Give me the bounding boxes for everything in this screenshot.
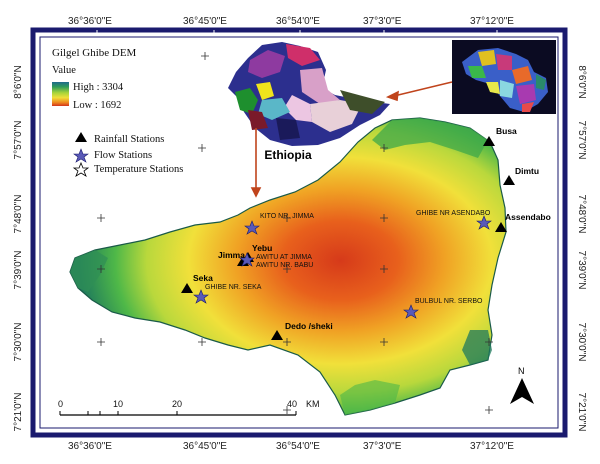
- scale-tick-40: 40: [287, 399, 297, 409]
- flow-marker-bulbul: [403, 304, 419, 319]
- svg-text:7°57'0"N: 7°57'0"N: [13, 121, 24, 160]
- legend-title: Gilgel Ghibe DEM: [52, 47, 137, 59]
- dem-highland-southwest: [340, 380, 400, 415]
- svg-text:7°39'0"N: 7°39'0"N: [13, 251, 24, 290]
- flow-marker-awitu-jimma: [239, 252, 255, 267]
- north-label: N: [518, 366, 525, 376]
- scale-tick-0: 0: [58, 399, 63, 409]
- legend-low: Low : 1692: [73, 100, 121, 111]
- legend-temperature: Temperature Stations: [94, 164, 183, 175]
- africa-inset-map: [452, 40, 556, 114]
- coords-top: 36°36'0"E 36°45'0"E 36°54'0"E 37°3'0"E 3…: [68, 16, 514, 27]
- legend-value-label: Value: [52, 65, 76, 76]
- flow-marker-kito: [244, 220, 260, 235]
- flow-station-icon: [73, 148, 89, 163]
- station-marker-assendabo: [495, 222, 507, 232]
- flow-stations: [193, 215, 492, 319]
- scale-tick-10: 10: [113, 399, 123, 409]
- station-label-yebu: Yebu: [252, 243, 272, 253]
- scale-tick-20: 20: [172, 399, 182, 409]
- svg-text:36°54'0"E: 36°54'0"E: [276, 16, 320, 27]
- svg-text:7°48'0"N: 7°48'0"N: [13, 195, 24, 234]
- frame-ticks: [96, 30, 498, 35]
- svg-text:7°30'0"N: 7°30'0"N: [576, 323, 587, 362]
- svg-text:7°39'0"N: 7°39'0"N: [576, 251, 587, 290]
- flow-station-labels: KITO NR. JIMMA GHIBE NR ASENDABO AWITU A…: [205, 210, 491, 305]
- svg-text:8°6'0"N: 8°6'0"N: [13, 65, 24, 98]
- station-marker-busa: [483, 136, 495, 146]
- station-label-seka: Seka: [193, 273, 213, 283]
- coords-bottom: 36°36'0"E 36°45'0"E 36°54'0"E 37°3'0"E 3…: [68, 441, 514, 452]
- rainfall-station-icon: [75, 132, 87, 142]
- dem-highland-southeast: [462, 330, 492, 365]
- station-label-dimtu: Dimtu: [515, 166, 539, 176]
- station-label-assendabo: Assendabo: [505, 212, 551, 222]
- station-label-dedo: Dedo /sheki: [285, 321, 333, 331]
- svg-text:7°30'0"N: 7°30'0"N: [13, 323, 24, 362]
- flow-label-kito: KITO NR. JIMMA: [260, 213, 314, 220]
- inset-arrows: [250, 81, 453, 198]
- svg-text:36°45'0"E: 36°45'0"E: [183, 16, 227, 27]
- coords-right: 8°6'0"N 7°57'0"N 7°48'0"N 7°39'0"N 7°30'…: [576, 65, 587, 431]
- svg-text:7°21'0"N: 7°21'0"N: [13, 393, 24, 432]
- svg-text:7°21'0"N: 7°21'0"N: [576, 393, 587, 432]
- legend-rainfall: Rainfall Stations: [94, 134, 164, 145]
- dem-watershed: [69, 117, 507, 416]
- north-arrow: N: [510, 366, 534, 404]
- flow-label-bulbul: BULBUL NR. SERBO: [415, 298, 483, 305]
- svg-text:36°36'0"E: 36°36'0"E: [68, 16, 112, 27]
- flow-label-awitu-babu: AWITU NR. BABU: [256, 262, 313, 269]
- station-label-busa: Busa: [496, 126, 517, 136]
- svg-text:36°36'0"E: 36°36'0"E: [68, 441, 112, 452]
- svg-text:36°45'0"E: 36°45'0"E: [183, 441, 227, 452]
- svg-text:36°54'0"E: 36°54'0"E: [276, 441, 320, 452]
- legend-flow: Flow Stations: [94, 150, 152, 161]
- rainfall-stations: Busa Dimtu Assendabo Jimma Yebu Seka Ded…: [181, 126, 551, 340]
- station-marker-dedo: [271, 330, 283, 340]
- svg-text:37°12'0"E: 37°12'0"E: [470, 441, 514, 452]
- coords-left: 8°6'0"N 7°57'0"N 7°48'0"N 7°39'0"N 7°30'…: [13, 65, 24, 431]
- svg-text:7°57'0"N: 7°57'0"N: [576, 121, 587, 160]
- legend-color-ramp: [52, 82, 69, 106]
- inset-country-label: Ethiopia: [264, 148, 312, 162]
- flow-label-ghibe-seka: GHIBE NR. SEKA: [205, 284, 262, 291]
- legend: Gilgel Ghibe DEM Value High : 3304 Low :…: [52, 47, 183, 177]
- temperature-station-icon: [72, 161, 90, 177]
- flow-label-ghibe-asendabo: GHIBE NR ASENDABO: [416, 210, 491, 217]
- svg-text:7°48'0"N: 7°48'0"N: [576, 195, 587, 234]
- north-arrow-icon: [510, 378, 534, 404]
- legend-high: High : 3304: [73, 82, 124, 93]
- scale-bar: 0 10 20 40 KM: [58, 399, 320, 416]
- dem-highland-west: [70, 250, 108, 292]
- svg-text:37°12'0"E: 37°12'0"E: [470, 16, 514, 27]
- flow-marker-ghibe-seka: [193, 289, 209, 304]
- flow-marker-ghibe-asendabo: [476, 215, 492, 230]
- station-marker-seka: [181, 283, 193, 293]
- station-label-jimma: Jimma: [218, 250, 245, 260]
- flow-label-awitu-jimma: AWITU AT JIMMA: [256, 254, 312, 261]
- dem-highland-north: [372, 118, 488, 158]
- svg-text:8°6'0"N: 8°6'0"N: [576, 65, 587, 98]
- ethiopia-inset-map: [228, 42, 390, 146]
- station-marker-dimtu: [503, 175, 515, 185]
- scale-unit: KM: [306, 399, 320, 409]
- svg-text:37°3'0"E: 37°3'0"E: [363, 441, 402, 452]
- svg-text:37°3'0"E: 37°3'0"E: [363, 16, 402, 27]
